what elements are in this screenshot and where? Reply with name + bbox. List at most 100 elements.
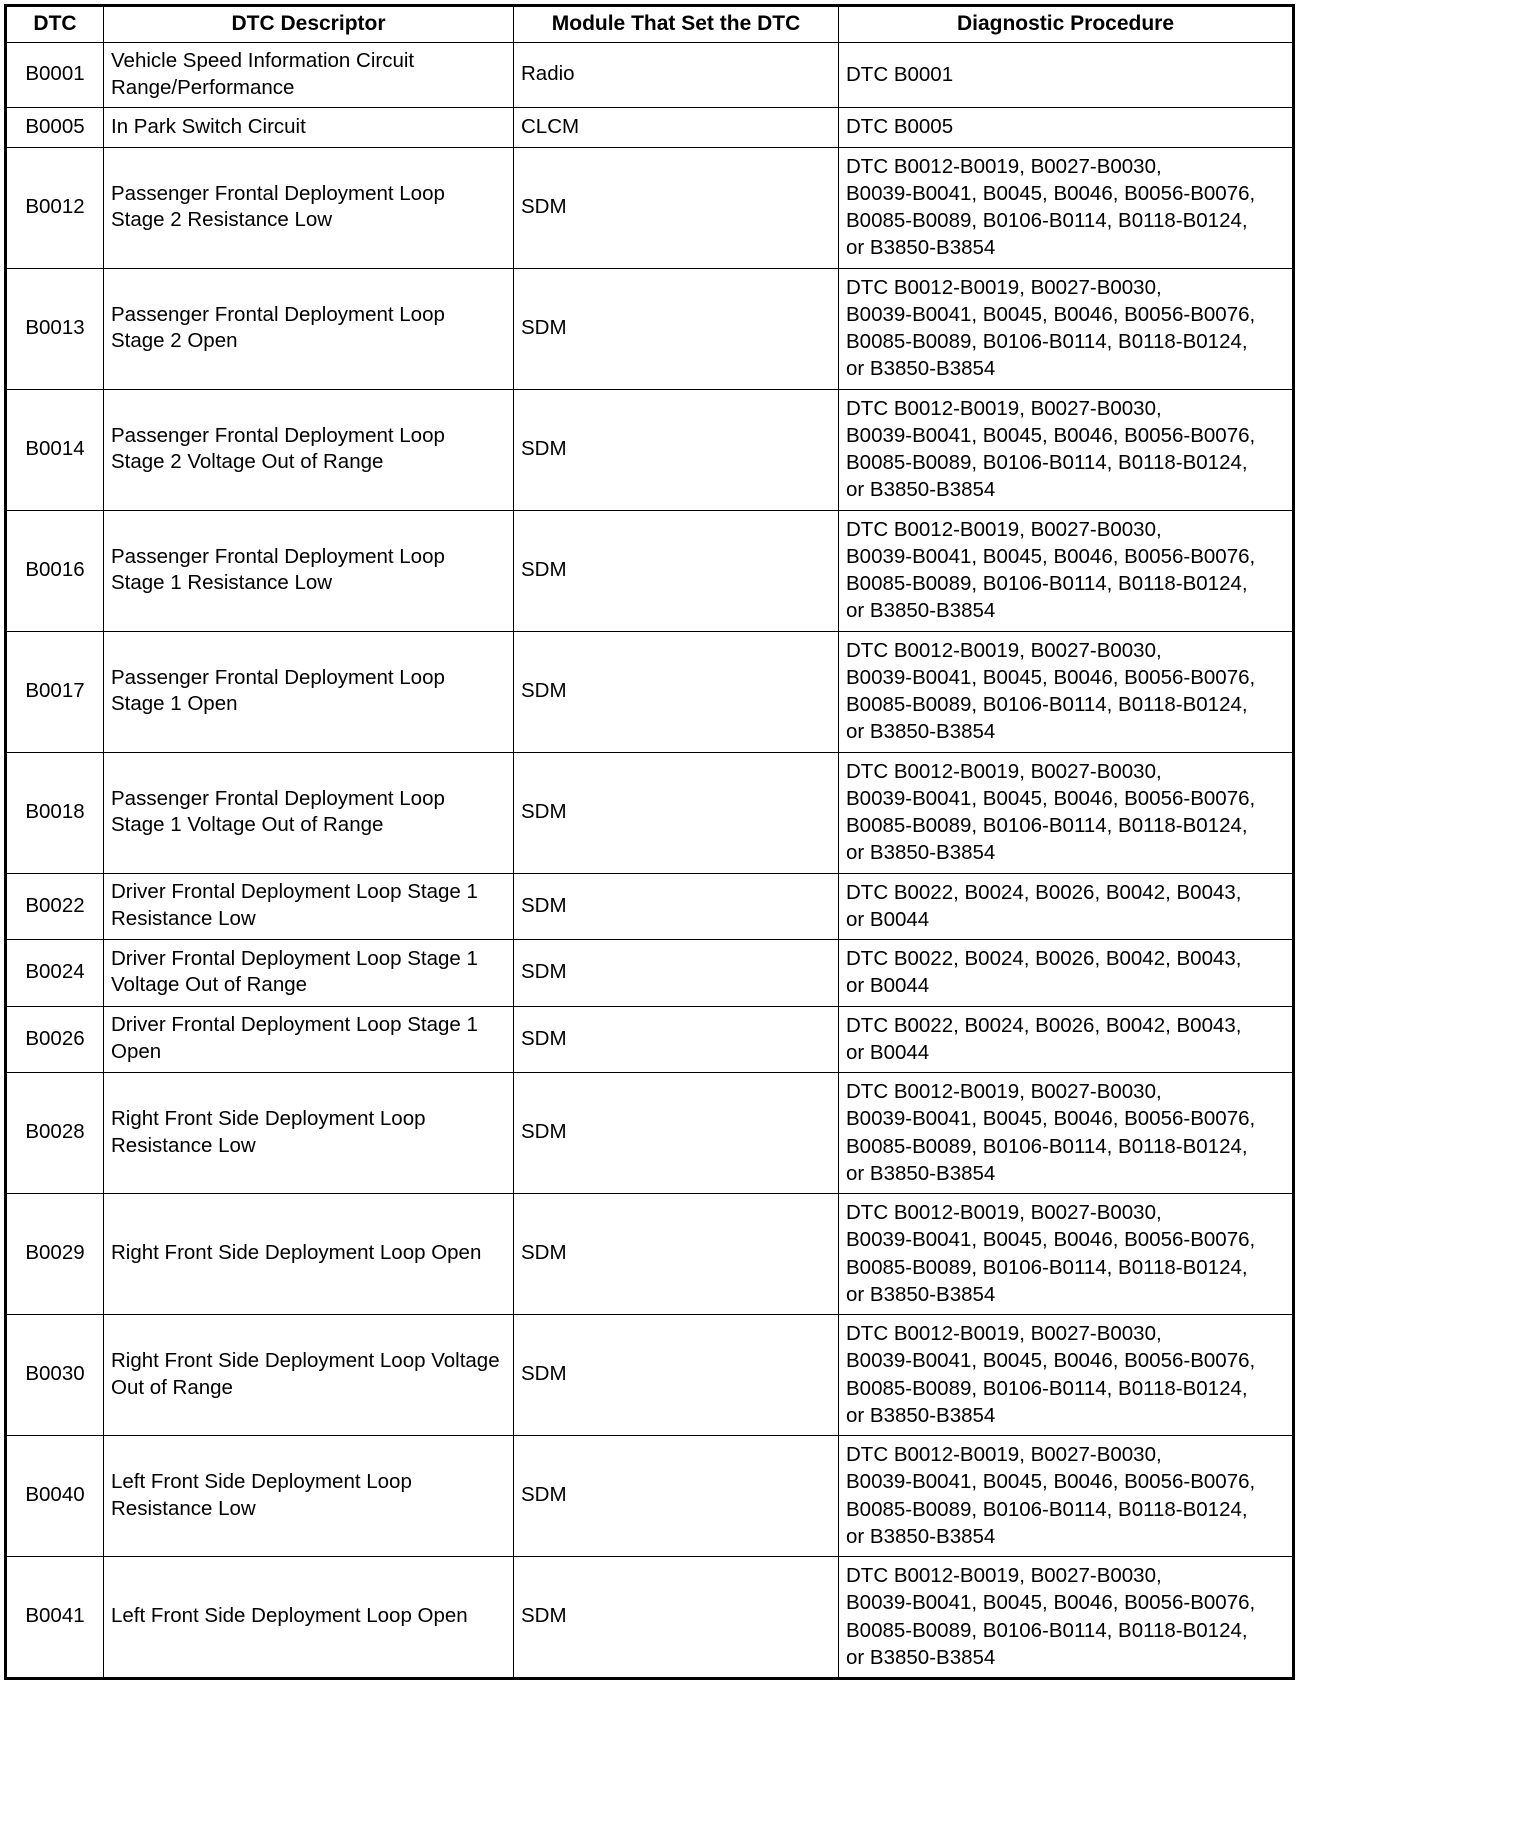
cell-module: SDM xyxy=(513,751,839,874)
cell-dtc-descriptor: Passenger Frontal Deployment Loop Stage 2… xyxy=(103,388,514,511)
cell-module: SDM xyxy=(513,939,839,1007)
descriptor-line: Resistance Low xyxy=(111,906,256,930)
cell-dtc-code: B0028 xyxy=(5,1072,104,1195)
cell-module: SDM xyxy=(513,267,839,390)
cell-dtc-code: B0014 xyxy=(5,388,104,511)
cell-dtc-descriptor: Vehicle Speed Information Circuit Range/P… xyxy=(103,42,514,109)
descriptor-line: Stage 2 Resistance Low xyxy=(111,208,333,232)
descriptor-line: Open xyxy=(111,1039,162,1063)
column-header-dtc-descriptor: DTC Descriptor xyxy=(103,4,514,44)
table-row: B0005 In Park Switch Circuit CLCM DTC B0005 xyxy=(5,107,1294,148)
procedure-line: B0085-B0089, B0106-B0114, B0118-B0124, xyxy=(846,572,1248,596)
cell-dtc-descriptor: Left Front Side Deployment Loop Resistanc… xyxy=(103,1435,514,1558)
cell-diagnostic-procedure: DTC B0001 xyxy=(838,42,1294,109)
descriptor-line: Stage 1 Resistance Low xyxy=(111,571,333,595)
procedure-line: or B0044 xyxy=(846,974,930,998)
descriptor-line: Right Front Side Deployment Loop Open xyxy=(111,1241,482,1265)
descriptor-line: Stage 2 Voltage Out of Range xyxy=(111,450,384,474)
cell-dtc-descriptor: In Park Switch Circuit xyxy=(103,107,514,148)
cell-module: SDM xyxy=(513,1193,839,1316)
descriptor-line: Range/Performance xyxy=(111,75,295,99)
procedure-line: DTC B0022, B0024, B0026, B0042, B0043, xyxy=(846,880,1242,904)
procedure-line: DTC B0005 xyxy=(846,115,954,139)
descriptor-line: Stage 1 Voltage Out of Range xyxy=(111,813,384,837)
cell-diagnostic-procedure: DTC B0012-B0019, B0027-B0030, B0039-B0041… xyxy=(838,1435,1294,1558)
column-header-dtc: DTC xyxy=(5,4,104,44)
descriptor-line: Driver Frontal Deployment Loop Stage 1 xyxy=(111,1013,478,1037)
cell-diagnostic-procedure: DTC B0012-B0019, B0027-B0030, B0039-B0041… xyxy=(838,146,1294,269)
procedure-line: or B3850-B3854 xyxy=(846,357,996,381)
procedure-line: DTC B0012-B0019, B0027-B0030, xyxy=(846,1564,1162,1588)
cell-module: SDM xyxy=(513,1314,839,1437)
column-header-diagnostic-procedure: Diagnostic Procedure xyxy=(838,4,1294,44)
procedure-line: DTC B0022, B0024, B0026, B0042, B0043, xyxy=(846,1013,1242,1037)
procedure-line: B0085-B0089, B0106-B0114, B0118-B0124, xyxy=(846,693,1248,717)
descriptor-line: Out of Range xyxy=(111,1375,233,1399)
cell-module: SDM xyxy=(513,388,839,511)
procedure-line: DTC B0012-B0019, B0027-B0030, xyxy=(846,759,1162,783)
table-row: B0012 Passenger Frontal Deployment Loop St… xyxy=(5,146,1294,269)
procedure-line: DTC B0012-B0019, B0027-B0030, xyxy=(846,154,1162,178)
procedure-line: B0039-B0041, B0045, B0046, B0056-B0076, xyxy=(846,665,1256,689)
procedure-line: or B3850-B3854 xyxy=(846,1645,996,1669)
descriptor-line: Resistance Low xyxy=(111,1496,256,1520)
procedure-line: DTC B0012-B0019, B0027-B0030, xyxy=(846,517,1162,541)
procedure-line: or B0044 xyxy=(846,907,930,931)
cell-dtc-code: B0005 xyxy=(5,107,104,148)
cell-dtc-code: B0018 xyxy=(5,751,104,874)
table-row: B0028 Right Front Side Deployment Loop Res… xyxy=(5,1072,1294,1195)
cell-diagnostic-procedure: DTC B0005 xyxy=(838,107,1294,148)
cell-dtc-code: B0013 xyxy=(5,267,104,390)
cell-dtc-code: B0041 xyxy=(5,1556,104,1680)
descriptor-line: Vehicle Speed Information Circuit xyxy=(111,49,415,73)
cell-diagnostic-procedure: DTC B0022, B0024, B0026, B0042, B0043, or… xyxy=(838,939,1294,1007)
cell-diagnostic-procedure: DTC B0012-B0019, B0027-B0030, B0039-B0041… xyxy=(838,509,1294,632)
procedure-line: B0039-B0041, B0045, B0046, B0056-B0076, xyxy=(846,1107,1256,1131)
procedure-line: or B3850-B3854 xyxy=(846,1282,996,1306)
cell-dtc-code: B0017 xyxy=(5,630,104,753)
cell-diagnostic-procedure: DTC B0012-B0019, B0027-B0030, B0039-B0041… xyxy=(838,1314,1294,1437)
procedure-line: B0039-B0041, B0045, B0046, B0056-B0076, xyxy=(846,181,1256,205)
cell-dtc-descriptor: Passenger Frontal Deployment Loop Stage 1… xyxy=(103,630,514,753)
descriptor-line: Passenger Frontal Deployment Loop xyxy=(111,786,445,810)
table-row: B0014 Passenger Frontal Deployment Loop St… xyxy=(5,388,1294,511)
cell-dtc-code: B0040 xyxy=(5,1435,104,1558)
descriptor-line: Driver Frontal Deployment Loop Stage 1 xyxy=(111,880,478,904)
cell-dtc-descriptor: Driver Frontal Deployment Loop Stage 1 Re… xyxy=(103,872,514,941)
cell-module: SDM xyxy=(513,630,839,753)
cell-module: SDM xyxy=(513,1556,839,1680)
table-row: B0018 Passenger Frontal Deployment Loop St… xyxy=(5,751,1294,874)
cell-dtc-code: B0012 xyxy=(5,146,104,269)
cell-diagnostic-procedure: DTC B0022, B0024, B0026, B0042, B0043, or… xyxy=(838,872,1294,941)
cell-module: SDM xyxy=(513,1072,839,1195)
procedure-line: or B3850-B3854 xyxy=(846,478,996,502)
header-row: DTC DTC Descriptor Module That Set the D… xyxy=(5,4,1294,44)
descriptor-line: Passenger Frontal Deployment Loop xyxy=(111,665,445,689)
descriptor-line: Stage 1 Open xyxy=(111,692,238,716)
table-row: B0022 Driver Frontal Deployment Loop Stag… xyxy=(5,872,1294,941)
table-row: B0016 Passenger Frontal Deployment Loop St… xyxy=(5,509,1294,632)
procedure-line: DTC B0012-B0019, B0027-B0030, xyxy=(846,1322,1162,1346)
cell-dtc-descriptor: Driver Frontal Deployment Loop Stage 1 Vo… xyxy=(103,939,514,1007)
cell-dtc-code: B0016 xyxy=(5,509,104,632)
descriptor-line: Left Front Side Deployment Loop xyxy=(111,1470,412,1494)
procedure-line: or B0044 xyxy=(846,1040,930,1064)
procedure-line: B0039-B0041, B0045, B0046, B0056-B0076, xyxy=(846,423,1256,447)
procedure-line: or B3850-B3854 xyxy=(846,1403,996,1427)
descriptor-line: Passenger Frontal Deployment Loop xyxy=(111,544,445,568)
cell-diagnostic-procedure: DTC B0012-B0019, B0027-B0030, B0039-B0041… xyxy=(838,1193,1294,1316)
cell-dtc-descriptor: Passenger Frontal Deployment Loop Stage 1… xyxy=(103,509,514,632)
cell-diagnostic-procedure: DTC B0012-B0019, B0027-B0030, B0039-B0041… xyxy=(838,630,1294,753)
cell-dtc-descriptor: Right Front Side Deployment Loop Resistan… xyxy=(103,1072,514,1195)
procedure-line: or B3850-B3854 xyxy=(846,841,996,865)
procedure-line: DTC B0001 xyxy=(846,63,954,87)
procedure-line: or B3850-B3854 xyxy=(846,236,996,260)
procedure-line: or B3850-B3854 xyxy=(846,720,996,744)
cell-dtc-descriptor: Passenger Frontal Deployment Loop Stage 2… xyxy=(103,146,514,269)
cell-dtc-code: B0022 xyxy=(5,872,104,941)
descriptor-line: Right Front Side Deployment Loop Voltage xyxy=(111,1349,500,1373)
procedure-line: B0039-B0041, B0045, B0046, B0056-B0076, xyxy=(846,1470,1256,1494)
cell-module: CLCM xyxy=(513,107,839,148)
cell-diagnostic-procedure: DTC B0012-B0019, B0027-B0030, B0039-B0041… xyxy=(838,1556,1294,1680)
